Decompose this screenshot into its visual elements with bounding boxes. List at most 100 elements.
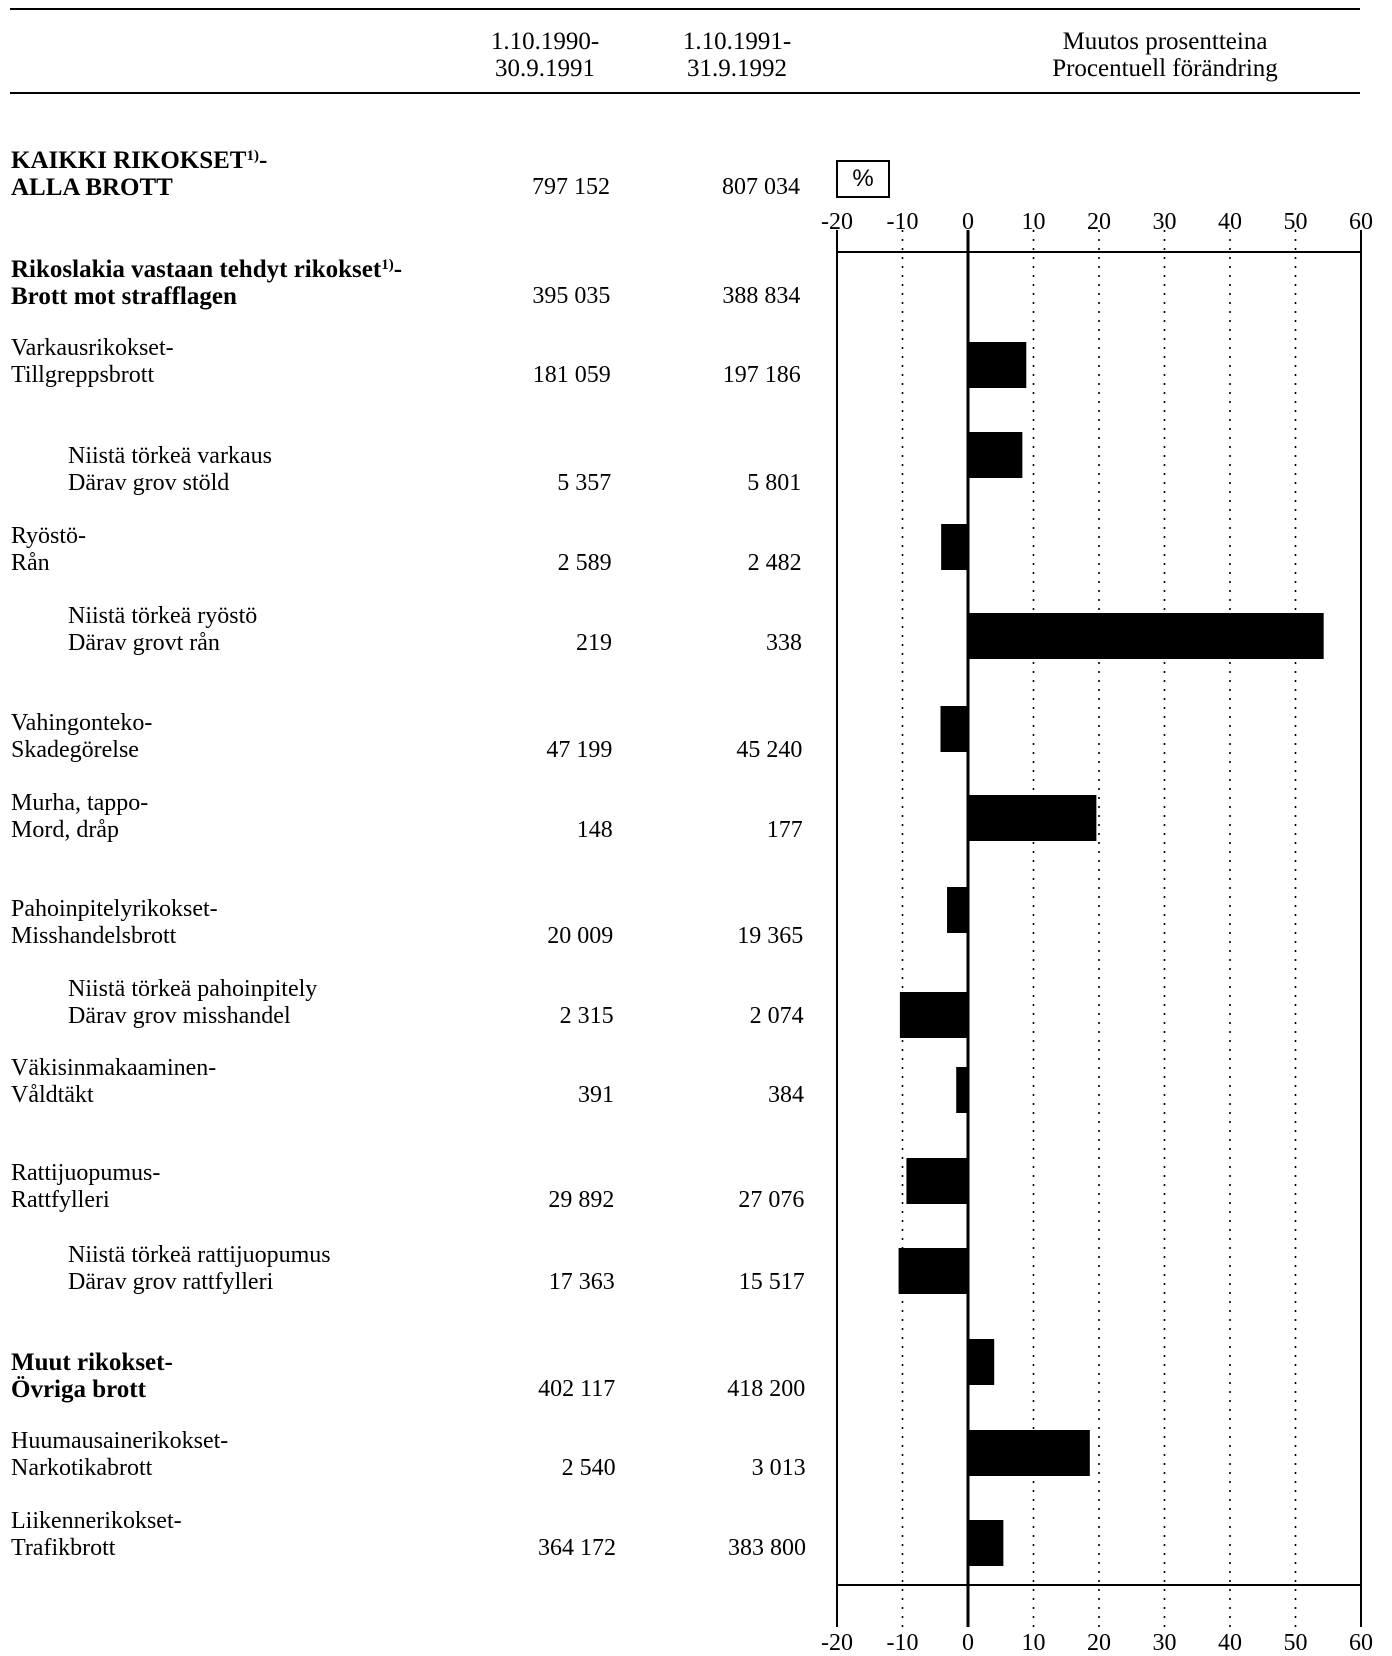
tick-label-top: 30 — [1153, 209, 1177, 235]
row-value-period-1: 148 — [576, 817, 613, 843]
footnote-marker: 1) — [381, 257, 394, 273]
row-label-line1: Niistä törkeä ryöstö — [68, 603, 257, 630]
row-value-period-1: 2 589 — [557, 550, 612, 576]
row-label: Liikennerikokset- Trafikbrott — [11, 1508, 182, 1562]
row-label-line2: Rattfylleri — [11, 1187, 110, 1213]
row-value-period-1: 402 117 — [538, 1376, 616, 1402]
row-label-line1-text: Niistä törkeä rattijuopumus — [68, 1242, 331, 1268]
row-label-line2: Tillgreppsbrott — [11, 362, 155, 388]
footnote-marker: 1) — [246, 148, 259, 164]
tick-label-top: 40 — [1218, 209, 1242, 235]
row-label-line1: Pahoinpitelyrikokset- — [11, 896, 218, 923]
row-label: Niistä törkeä varkaus Därav grov stöld — [68, 443, 272, 497]
row-label-line2: Misshandelsbrott — [11, 923, 177, 949]
row-label-line2: Därav grov misshandel — [68, 1003, 291, 1029]
tick-label-top: 50 — [1284, 209, 1308, 235]
row-label-line1: Vahingonteko- — [11, 710, 152, 737]
row-label-line2: Skadegörelse — [11, 737, 139, 763]
tick-label-top: 60 — [1349, 209, 1373, 235]
row-label-line1: Rikoslakia vastaan tehdyt rikokset1)- — [11, 256, 402, 283]
row-label-line1-text: Liikennerikokset- — [11, 1508, 182, 1534]
row-label-line2: Våldtäkt — [11, 1082, 94, 1108]
row-label-line1-text: Ryöstö- — [11, 523, 87, 549]
row-label-line1-text: KAIKKI RIKOKSET — [11, 147, 247, 174]
bar — [947, 887, 968, 933]
column-header-period-1-line1: 1.10.1990- — [490, 28, 600, 55]
row-label-line1-text: Niistä törkeä varkaus — [68, 443, 272, 469]
tick-label-bottom: -10 — [887, 1630, 919, 1656]
row-label: Niistä törkeä ryöstö Därav grovt rån — [68, 603, 257, 657]
row-value-period-2: 19 365 — [737, 923, 804, 949]
row-label-line1-text: Varkausrikokset- — [11, 335, 174, 361]
row-label-line2: Rån — [11, 550, 50, 576]
row-label-line1-tail: - — [258, 147, 268, 174]
row-label-line1: Rattijuopumus- — [11, 1160, 160, 1187]
row-label-line1: Varkausrikokset- — [11, 335, 174, 362]
bar — [968, 1520, 1004, 1566]
row-label: Rikoslakia vastaan tehdyt rikokset1)- Bro… — [11, 256, 402, 310]
row-value-period-1: 2 315 — [559, 1003, 614, 1029]
row-value-period-1: 797 152 — [532, 174, 610, 200]
row-value-period-2: 2 482 — [747, 550, 802, 576]
row-label-line1-tail: - — [393, 256, 403, 283]
row-value-period-1: 17 363 — [548, 1269, 615, 1295]
bar — [956, 1067, 968, 1113]
column-header-change-line2: Procentuell förändring — [1052, 55, 1278, 82]
row-label-line2: Därav grovt rån — [68, 630, 220, 656]
tick-label-bottom: 50 — [1284, 1630, 1308, 1656]
row-label-line2: Därav grov stöld — [68, 470, 230, 496]
row-label: Niistä törkeä pahoinpitely Därav grov mis… — [68, 976, 317, 1030]
row-label-line2: Därav grov rattfylleri — [68, 1269, 274, 1295]
bar — [899, 992, 968, 1038]
row-label-line1: Väkisinmakaaminen- — [11, 1055, 216, 1082]
row-label-line1: Huumausainerikokset- — [11, 1428, 228, 1455]
row-label-line2: ALLA BROTT — [11, 174, 173, 201]
column-header-period-2-line2: 31.9.1992 — [687, 55, 787, 82]
row-label-line1: Niistä törkeä varkaus — [68, 443, 272, 470]
row-label-line1-text: Huumausainerikokset- — [11, 1428, 229, 1454]
row-value-period-2: 197 186 — [722, 362, 801, 388]
row-label-line1: Niistä törkeä pahoinpitely — [68, 976, 317, 1003]
tick-label-bottom: 10 — [1022, 1630, 1046, 1656]
row-value-period-2: 418 200 — [727, 1376, 806, 1402]
tick-label-top: 10 — [1022, 209, 1046, 235]
row-label-line1: KAIKKI RIKOKSET1)- — [11, 147, 267, 174]
top-rule — [10, 8, 1360, 10]
bar — [968, 795, 1097, 841]
bar — [898, 1248, 968, 1294]
row-label-line1: Muut rikokset- — [11, 1349, 173, 1376]
row-value-period-1: 391 — [578, 1082, 614, 1108]
row-label: Rattijuopumus- Rattfylleri — [11, 1160, 160, 1214]
tick-label-bottom: 20 — [1087, 1630, 1111, 1656]
column-header-period-2: 1.10.1991- 31.9.1992 — [662, 28, 812, 82]
row-label-line2: Brott mot strafflagen — [11, 283, 237, 310]
row-label-line1-text: Vahingonteko- — [11, 710, 153, 736]
tick-label-top: 0 — [962, 209, 974, 235]
row-label: Varkausrikokset- Tillgreppsbrott — [11, 335, 174, 389]
row-label-line2: Mord, dråp — [11, 817, 119, 843]
column-header-period-1: 1.10.1990- 30.9.1991 — [470, 28, 620, 82]
row-label: Huumausainerikokset- Narkotikabrott — [11, 1428, 228, 1482]
row-label-line1-text: Niistä törkeä ryöstö — [68, 603, 258, 629]
row-value-period-2: 388 834 — [722, 283, 801, 309]
row-label-line1-text: Murha, tappo- — [11, 790, 149, 816]
row-label-line1-text: Niistä törkeä pahoinpitely — [68, 976, 318, 1002]
row-label: Niistä törkeä rattijuopumus Därav grov ra… — [68, 1242, 331, 1296]
row-value-period-1: 364 172 — [538, 1535, 616, 1561]
row-value-period-2: 3 013 — [751, 1455, 806, 1481]
tick-label-bottom: 30 — [1153, 1630, 1177, 1656]
bar — [968, 1339, 995, 1385]
row-value-period-2: 5 801 — [747, 470, 802, 496]
row-label: Pahoinpitelyrikokset- Misshandelsbrott — [11, 896, 218, 950]
row-label: Ryöstö- Rån — [11, 523, 86, 577]
row-label-line1-text: Väkisinmakaaminen- — [11, 1055, 217, 1081]
row-label-line1: Niistä törkeä rattijuopumus — [68, 1242, 331, 1269]
bar — [941, 524, 968, 570]
row-value-period-1: 2 540 — [561, 1455, 616, 1481]
column-header-period-1-line2: 30.9.1991 — [495, 55, 595, 82]
row-value-period-2: 15 517 — [738, 1269, 805, 1295]
row-label-line1-text: Muut rikokset- — [11, 1349, 173, 1376]
row-value-period-2: 45 240 — [736, 737, 803, 763]
bar — [940, 706, 968, 752]
